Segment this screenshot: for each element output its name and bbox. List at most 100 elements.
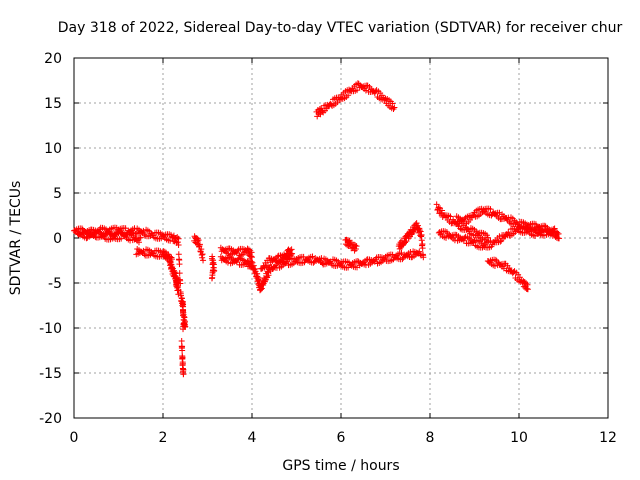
- data-point: [280, 254, 287, 261]
- data-point: [551, 225, 558, 232]
- data-point: [210, 261, 217, 268]
- grid-lines: [74, 58, 608, 418]
- data-point: [389, 100, 396, 107]
- data-point: [200, 257, 207, 264]
- data-point: [82, 228, 89, 235]
- data-point: [178, 295, 185, 302]
- data-point: [177, 280, 184, 287]
- data-point: [439, 207, 446, 214]
- data-point: [175, 251, 182, 258]
- data-point: [550, 226, 557, 233]
- data-point: [127, 231, 134, 238]
- x-tick-label: 10: [510, 430, 528, 446]
- data-point: [195, 237, 202, 244]
- x-tick-label: 4: [248, 430, 257, 446]
- data-point: [416, 248, 423, 255]
- x-tick-label: 6: [337, 430, 346, 446]
- data-point: [524, 286, 531, 293]
- data-point: [135, 239, 142, 246]
- data-point: [420, 254, 427, 261]
- data-point: [180, 326, 187, 333]
- data-point: [352, 246, 359, 253]
- data-point: [181, 314, 188, 321]
- data-point: [309, 253, 316, 260]
- data-point: [353, 243, 360, 250]
- chart-title: Day 318 of 2022, Sidereal Day-to-day VTE…: [58, 20, 623, 36]
- data-point: [141, 251, 148, 258]
- data-point: [362, 87, 369, 94]
- y-tick-label: -5: [48, 276, 62, 292]
- data-point: [265, 272, 272, 279]
- data-point: [399, 256, 406, 263]
- data-point: [175, 235, 182, 242]
- y-tick-label: 10: [44, 141, 62, 157]
- data-point: [556, 235, 563, 242]
- y-tick-label: 5: [53, 186, 62, 202]
- data-point: [505, 229, 512, 236]
- data-point: [284, 247, 291, 254]
- data-point: [118, 235, 125, 242]
- y-axis-label: SDTVAR / TECUs: [8, 181, 24, 296]
- data-point: [390, 105, 397, 112]
- data-point: [199, 251, 206, 258]
- y-tick-label: -10: [39, 321, 62, 337]
- data-point: [249, 259, 256, 266]
- y-tick-label: -20: [39, 411, 62, 427]
- data-point: [314, 113, 321, 120]
- y-tick-label: 20: [44, 51, 62, 67]
- data-point: [319, 260, 326, 267]
- data-point: [447, 213, 454, 220]
- data-point: [318, 105, 325, 112]
- data-point: [416, 227, 423, 234]
- data-point: [418, 231, 425, 238]
- data-point: [496, 233, 503, 240]
- data-point: [433, 201, 440, 208]
- data-point: [417, 228, 424, 235]
- data-point: [208, 275, 215, 282]
- data-point: [176, 270, 183, 277]
- data-point: [172, 235, 179, 242]
- data-point: [491, 262, 498, 269]
- data-point: [484, 234, 491, 241]
- data-point: [180, 370, 187, 377]
- x-tick-label: 12: [599, 430, 617, 446]
- data-point: [274, 253, 281, 260]
- data-point: [435, 204, 442, 211]
- data-point: [345, 92, 352, 99]
- data-point: [175, 242, 182, 249]
- data-point: [418, 237, 425, 244]
- data-point: [178, 338, 185, 345]
- data-point: [492, 256, 499, 263]
- data-point: [258, 265, 265, 272]
- data-point: [265, 262, 272, 269]
- data-point: [497, 238, 504, 245]
- data-point: [510, 268, 517, 275]
- data-point: [281, 251, 288, 258]
- data-point: [288, 251, 295, 258]
- data-point: [549, 230, 556, 237]
- data-point: [196, 241, 203, 248]
- data-point: [179, 347, 186, 354]
- data-point: [300, 253, 307, 260]
- data-point: [194, 235, 201, 242]
- data-point: [391, 104, 398, 111]
- data-point: [402, 239, 409, 246]
- data-point: [419, 245, 426, 252]
- data-point: [176, 261, 183, 268]
- data-point: [174, 239, 181, 246]
- x-axis-label: GPS time / hours: [282, 458, 399, 474]
- y-tick-label: 15: [44, 96, 62, 112]
- data-point: [443, 234, 450, 241]
- data-point: [352, 242, 359, 249]
- x-tick-label: 0: [70, 430, 79, 446]
- x-tick-label: 8: [426, 430, 435, 446]
- y-tick-label: 0: [53, 231, 62, 247]
- x-tick-label: 2: [159, 430, 168, 446]
- data-point: [487, 237, 494, 244]
- data-point: [285, 246, 292, 253]
- data-point: [521, 279, 528, 286]
- y-tick-label: -15: [39, 366, 62, 382]
- data-point: [245, 246, 252, 253]
- data-points: [71, 80, 563, 378]
